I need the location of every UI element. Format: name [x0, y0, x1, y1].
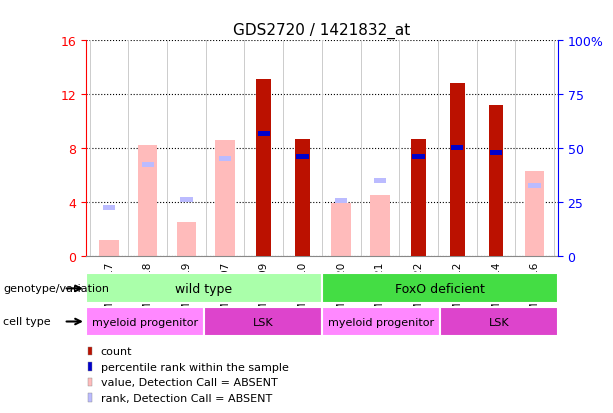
- Bar: [88, 378, 92, 386]
- Text: rank, Detection Call = ABSENT: rank, Detection Call = ABSENT: [101, 393, 272, 403]
- Bar: [88, 393, 92, 402]
- Bar: [490, 150, 502, 155]
- Bar: [335, 199, 348, 204]
- Bar: [142, 162, 154, 167]
- Bar: [322, 307, 440, 337]
- Bar: [332, 204, 351, 256]
- Text: myeloid progenitor: myeloid progenitor: [92, 317, 198, 327]
- Bar: [86, 274, 322, 304]
- Bar: [528, 184, 541, 189]
- Bar: [370, 196, 389, 256]
- Bar: [256, 80, 271, 256]
- Bar: [451, 145, 463, 151]
- Text: value, Detection Call = ABSENT: value, Detection Call = ABSENT: [101, 377, 278, 387]
- Bar: [138, 146, 158, 256]
- Bar: [86, 307, 204, 337]
- Text: genotype/variation: genotype/variation: [3, 283, 109, 293]
- Bar: [411, 139, 426, 256]
- Bar: [177, 223, 196, 256]
- Bar: [180, 197, 192, 202]
- Bar: [322, 274, 558, 304]
- Text: FoxO deficient: FoxO deficient: [395, 282, 485, 295]
- Bar: [440, 307, 558, 337]
- Text: LSK: LSK: [489, 317, 509, 327]
- Bar: [88, 363, 92, 371]
- Bar: [413, 154, 425, 159]
- Bar: [257, 131, 270, 136]
- Bar: [489, 106, 503, 256]
- Bar: [450, 84, 465, 256]
- Text: count: count: [101, 346, 132, 356]
- Bar: [295, 139, 310, 256]
- Bar: [296, 155, 309, 160]
- Text: cell type: cell type: [3, 316, 51, 326]
- Bar: [88, 347, 92, 356]
- Text: LSK: LSK: [253, 317, 273, 327]
- Text: percentile rank within the sample: percentile rank within the sample: [101, 362, 289, 372]
- Text: myeloid progenitor: myeloid progenitor: [328, 317, 434, 327]
- Bar: [204, 307, 322, 337]
- Bar: [525, 171, 544, 256]
- Text: wild type: wild type: [175, 282, 232, 295]
- Bar: [103, 205, 115, 210]
- Bar: [215, 140, 235, 256]
- Bar: [219, 157, 231, 162]
- Bar: [99, 240, 119, 256]
- Title: GDS2720 / 1421832_at: GDS2720 / 1421832_at: [233, 22, 411, 38]
- Bar: [374, 178, 386, 183]
